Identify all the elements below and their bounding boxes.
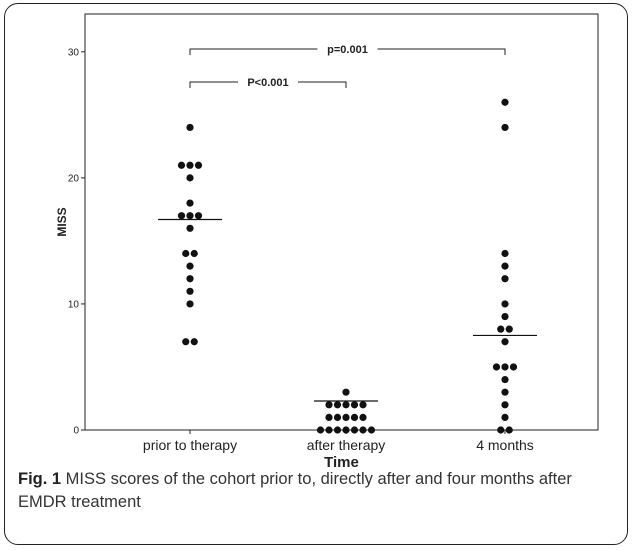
data-point <box>186 174 194 182</box>
data-point <box>501 363 509 371</box>
significance-label: p=0.001 <box>327 44 368 56</box>
y-tick-label: 0 <box>73 426 79 437</box>
data-point <box>333 401 342 409</box>
data-point <box>186 161 194 169</box>
data-point <box>359 413 367 421</box>
data-point <box>359 426 367 434</box>
data-point <box>325 426 333 434</box>
data-point <box>350 401 359 409</box>
data-point <box>367 426 376 434</box>
figure-caption: Fig. 1 MISS scores of the cohort prior t… <box>18 468 618 514</box>
data-point <box>182 249 190 258</box>
y-axis-label: MISS <box>55 207 69 236</box>
y-tick-label: 10 <box>68 299 80 310</box>
data-point <box>186 300 194 308</box>
data-point <box>333 426 342 434</box>
data-point <box>359 401 367 409</box>
figure-frame <box>4 3 628 545</box>
data-point <box>177 161 186 169</box>
data-point <box>186 262 194 270</box>
data-point <box>186 123 194 132</box>
data-point <box>325 401 333 409</box>
data-point <box>190 249 198 258</box>
x-axis-label: Time <box>324 454 359 470</box>
bracket-left <box>189 48 318 55</box>
data-points <box>177 98 518 434</box>
data-point <box>186 287 194 295</box>
data-point <box>350 413 359 421</box>
data-point <box>325 413 333 421</box>
axes: 0 10 20 30 prior to therapy after therapy 4 mo… <box>55 13 599 470</box>
data-point <box>501 401 509 409</box>
data-point <box>186 199 194 207</box>
y-tick-label: 20 <box>68 173 80 184</box>
data-point <box>501 413 509 421</box>
data-point <box>190 338 198 346</box>
data-point <box>501 388 509 396</box>
data-point <box>342 426 350 434</box>
data-point <box>501 249 509 258</box>
data-point <box>501 375 509 384</box>
data-point <box>316 426 325 434</box>
y-tick-label: 30 <box>68 47 80 58</box>
significance-label: P<0.001 <box>247 77 288 89</box>
data-point <box>501 300 509 308</box>
data-point <box>501 262 509 270</box>
data-point <box>342 413 350 421</box>
data-point <box>501 123 509 132</box>
data-point <box>350 426 359 434</box>
x-tick-label: prior to therapy <box>143 437 237 453</box>
data-point <box>194 161 203 169</box>
data-point <box>177 212 186 220</box>
caption-text: MISS scores of the cohort prior to, dire… <box>18 470 572 511</box>
data-point <box>333 413 342 421</box>
data-point <box>501 275 509 283</box>
data-point <box>186 224 194 232</box>
x-tick-label: after therapy <box>307 437 386 453</box>
data-point <box>342 388 350 396</box>
data-point <box>186 275 194 283</box>
data-point <box>342 401 350 409</box>
data-point <box>492 363 501 371</box>
data-point <box>505 426 513 434</box>
significance-annotations: P<0.001 p=0.001 <box>189 44 506 89</box>
data-point <box>186 212 194 220</box>
scatter-chart: 0 10 20 30 prior to therapy after therapy 4 mo… <box>55 13 599 470</box>
data-point <box>497 426 505 434</box>
data-point <box>509 363 518 371</box>
data-point <box>501 312 509 321</box>
data-point <box>497 325 505 333</box>
x-tick-label: 4 months <box>476 437 534 453</box>
data-point <box>194 212 203 220</box>
bracket-left <box>189 81 238 88</box>
data-point <box>505 325 513 333</box>
mean-lines <box>158 218 537 402</box>
bracket-right <box>377 48 506 55</box>
plot-area <box>84 13 599 431</box>
data-point <box>182 338 190 346</box>
figure-label: Fig. 1 <box>18 470 62 488</box>
data-point <box>501 98 509 106</box>
bracket-right <box>298 81 347 88</box>
data-point <box>501 338 509 346</box>
